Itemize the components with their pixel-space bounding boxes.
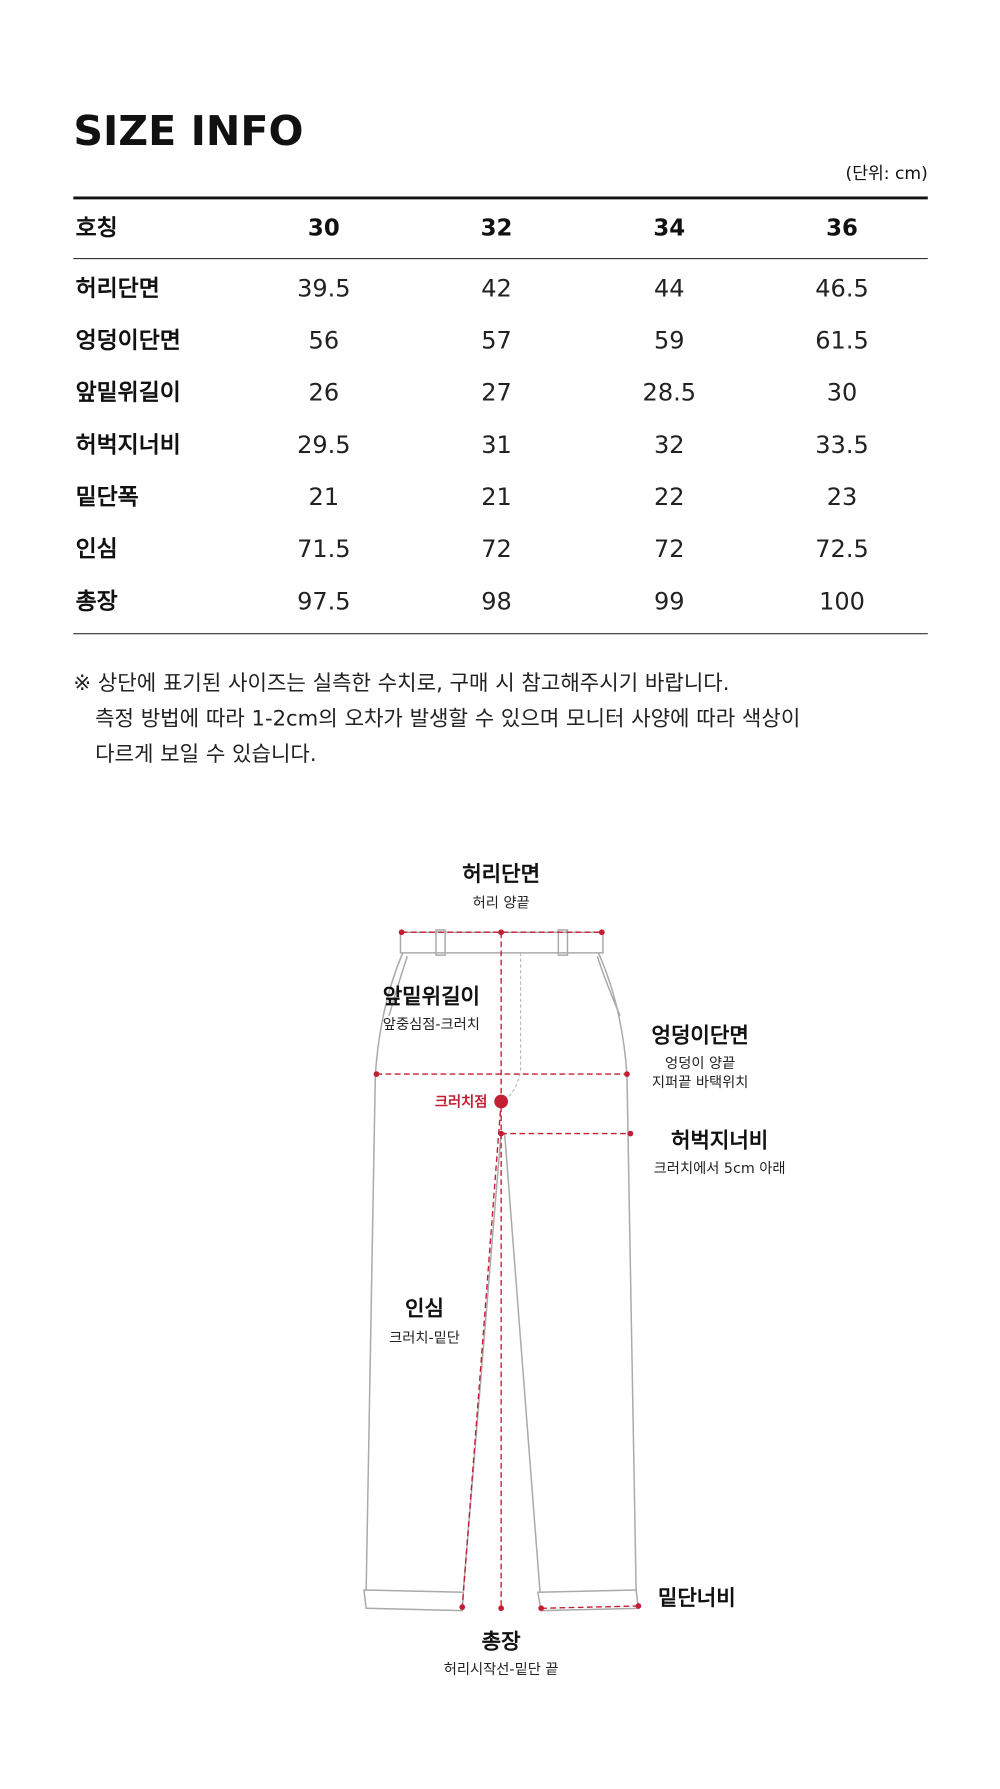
inseam-sub: 크러치-밑단: [389, 1329, 460, 1346]
point: [498, 1130, 505, 1137]
point: [373, 1071, 380, 1077]
waist-label: 허리단면: [462, 861, 540, 886]
cell: 97.5: [297, 587, 350, 615]
point: [498, 929, 505, 936]
row-label: 허벅지너비: [76, 432, 181, 458]
hem-line: [541, 1605, 639, 1609]
point: [498, 1605, 505, 1612]
point: [627, 1130, 634, 1137]
note-line: ※ 상단에 표기된 사이즈는 실측한 수치로, 구매 시 참고해주시기 바랍니다…: [73, 670, 729, 695]
thigh-label: 허벅지너비: [671, 1128, 768, 1153]
cell: 33.5: [815, 431, 868, 459]
point: [459, 1604, 466, 1610]
cell: 27: [481, 379, 512, 407]
belt-loop: [435, 929, 446, 956]
cell: 32: [654, 431, 685, 459]
cell: 22: [654, 483, 685, 511]
row-label: 총장: [76, 589, 118, 615]
cell: 99: [654, 587, 685, 615]
cell: 56: [309, 327, 340, 355]
hem-label: 밑단너비: [658, 1585, 736, 1610]
rise-sub: 앞중심점-크러치: [383, 1016, 480, 1033]
cell: 39.5: [297, 274, 350, 302]
header-label: 호칭: [76, 215, 118, 241]
unit-label: (단위: cm): [846, 164, 928, 184]
row-label: 허리단면: [76, 276, 160, 302]
row-label: 밑단폭: [76, 485, 139, 511]
cell: 44: [654, 274, 685, 302]
hip-sub: 엉덩이 양끝: [665, 1055, 735, 1072]
cell: 23: [827, 483, 858, 511]
cell: 21: [309, 483, 340, 511]
rise-label: 앞밑위길이: [383, 983, 480, 1008]
note-line: 다르게 보일 수 있습니다.: [95, 741, 317, 766]
cell: 72: [481, 535, 512, 563]
size-table: 호칭 30 32 34 36 허리단면 39.5 42 44 46.5 엉덩이단면 56 57 59 61.…: [76, 215, 869, 615]
hip-sub: 지퍼끝 바택위치: [652, 1074, 749, 1091]
inseam-line: [461, 1101, 502, 1608]
point: [624, 1071, 630, 1077]
belt-loop: [557, 929, 569, 956]
cell: 42: [481, 274, 512, 302]
right-outseam: [597, 952, 637, 1590]
note: ※ 상단에 표기된 사이즈는 실측한 수치로, 구매 시 참고해주시기 바랍니다…: [73, 670, 800, 766]
pocket: [388, 956, 409, 1016]
cell: 72.5: [815, 535, 868, 563]
fly-stitch: [503, 952, 522, 1101]
row-label: 엉덩이단면: [76, 328, 181, 354]
note-line: 측정 방법에 따라 1-2cm의 오차가 발생할 수 있으며 모니터 사양에 따…: [95, 705, 800, 730]
diagram-labels: 허리단면 허리 양끝 앞밑위길이 앞중심점-크러치 엉덩이단면 엉덩이 양끝 지…: [383, 861, 786, 1678]
point: [398, 929, 405, 936]
cell: 72: [654, 535, 685, 563]
length-label: 총장: [482, 1629, 521, 1654]
crotch-point: [494, 1094, 509, 1109]
point: [598, 929, 605, 936]
length-sub: 허리시작선-밑단 끝: [444, 1661, 559, 1678]
cell: 31: [481, 431, 512, 459]
right-inseam: [503, 1132, 541, 1593]
waist-sub: 허리 양끝: [473, 895, 530, 912]
cell: 29.5: [297, 431, 350, 459]
cell: 30: [827, 379, 858, 407]
pocket: [596, 956, 621, 1017]
left-outseam: [365, 952, 404, 1590]
cell: 57: [481, 327, 512, 355]
thigh-sub: 크러치에서 5cm 아래: [654, 1160, 786, 1177]
cell: 21: [481, 483, 512, 511]
size-header: 36: [826, 215, 858, 241]
point: [635, 1603, 642, 1609]
cell: 26: [309, 379, 340, 407]
measure-lines: [373, 929, 642, 1612]
size-header: 30: [308, 215, 340, 241]
page-title: SIZE INFO: [73, 107, 303, 155]
left-cuff: [363, 1589, 465, 1612]
cell: 46.5: [815, 274, 868, 302]
crotch-label: 크러치점: [435, 1093, 488, 1111]
cell: 28.5: [643, 379, 696, 407]
inseam-label: 인심: [405, 1296, 444, 1321]
cell: 98: [481, 587, 512, 615]
row-label: 앞밑위길이: [76, 380, 181, 406]
row-label: 인심: [76, 537, 118, 563]
hip-label: 엉덩이단면: [652, 1022, 749, 1047]
size-header: 32: [481, 215, 513, 241]
cell: 61.5: [815, 327, 868, 355]
cell: 59: [654, 327, 685, 355]
point: [538, 1605, 545, 1612]
cell: 100: [819, 587, 865, 615]
cell: 71.5: [297, 535, 350, 563]
size-header: 34: [653, 215, 685, 241]
